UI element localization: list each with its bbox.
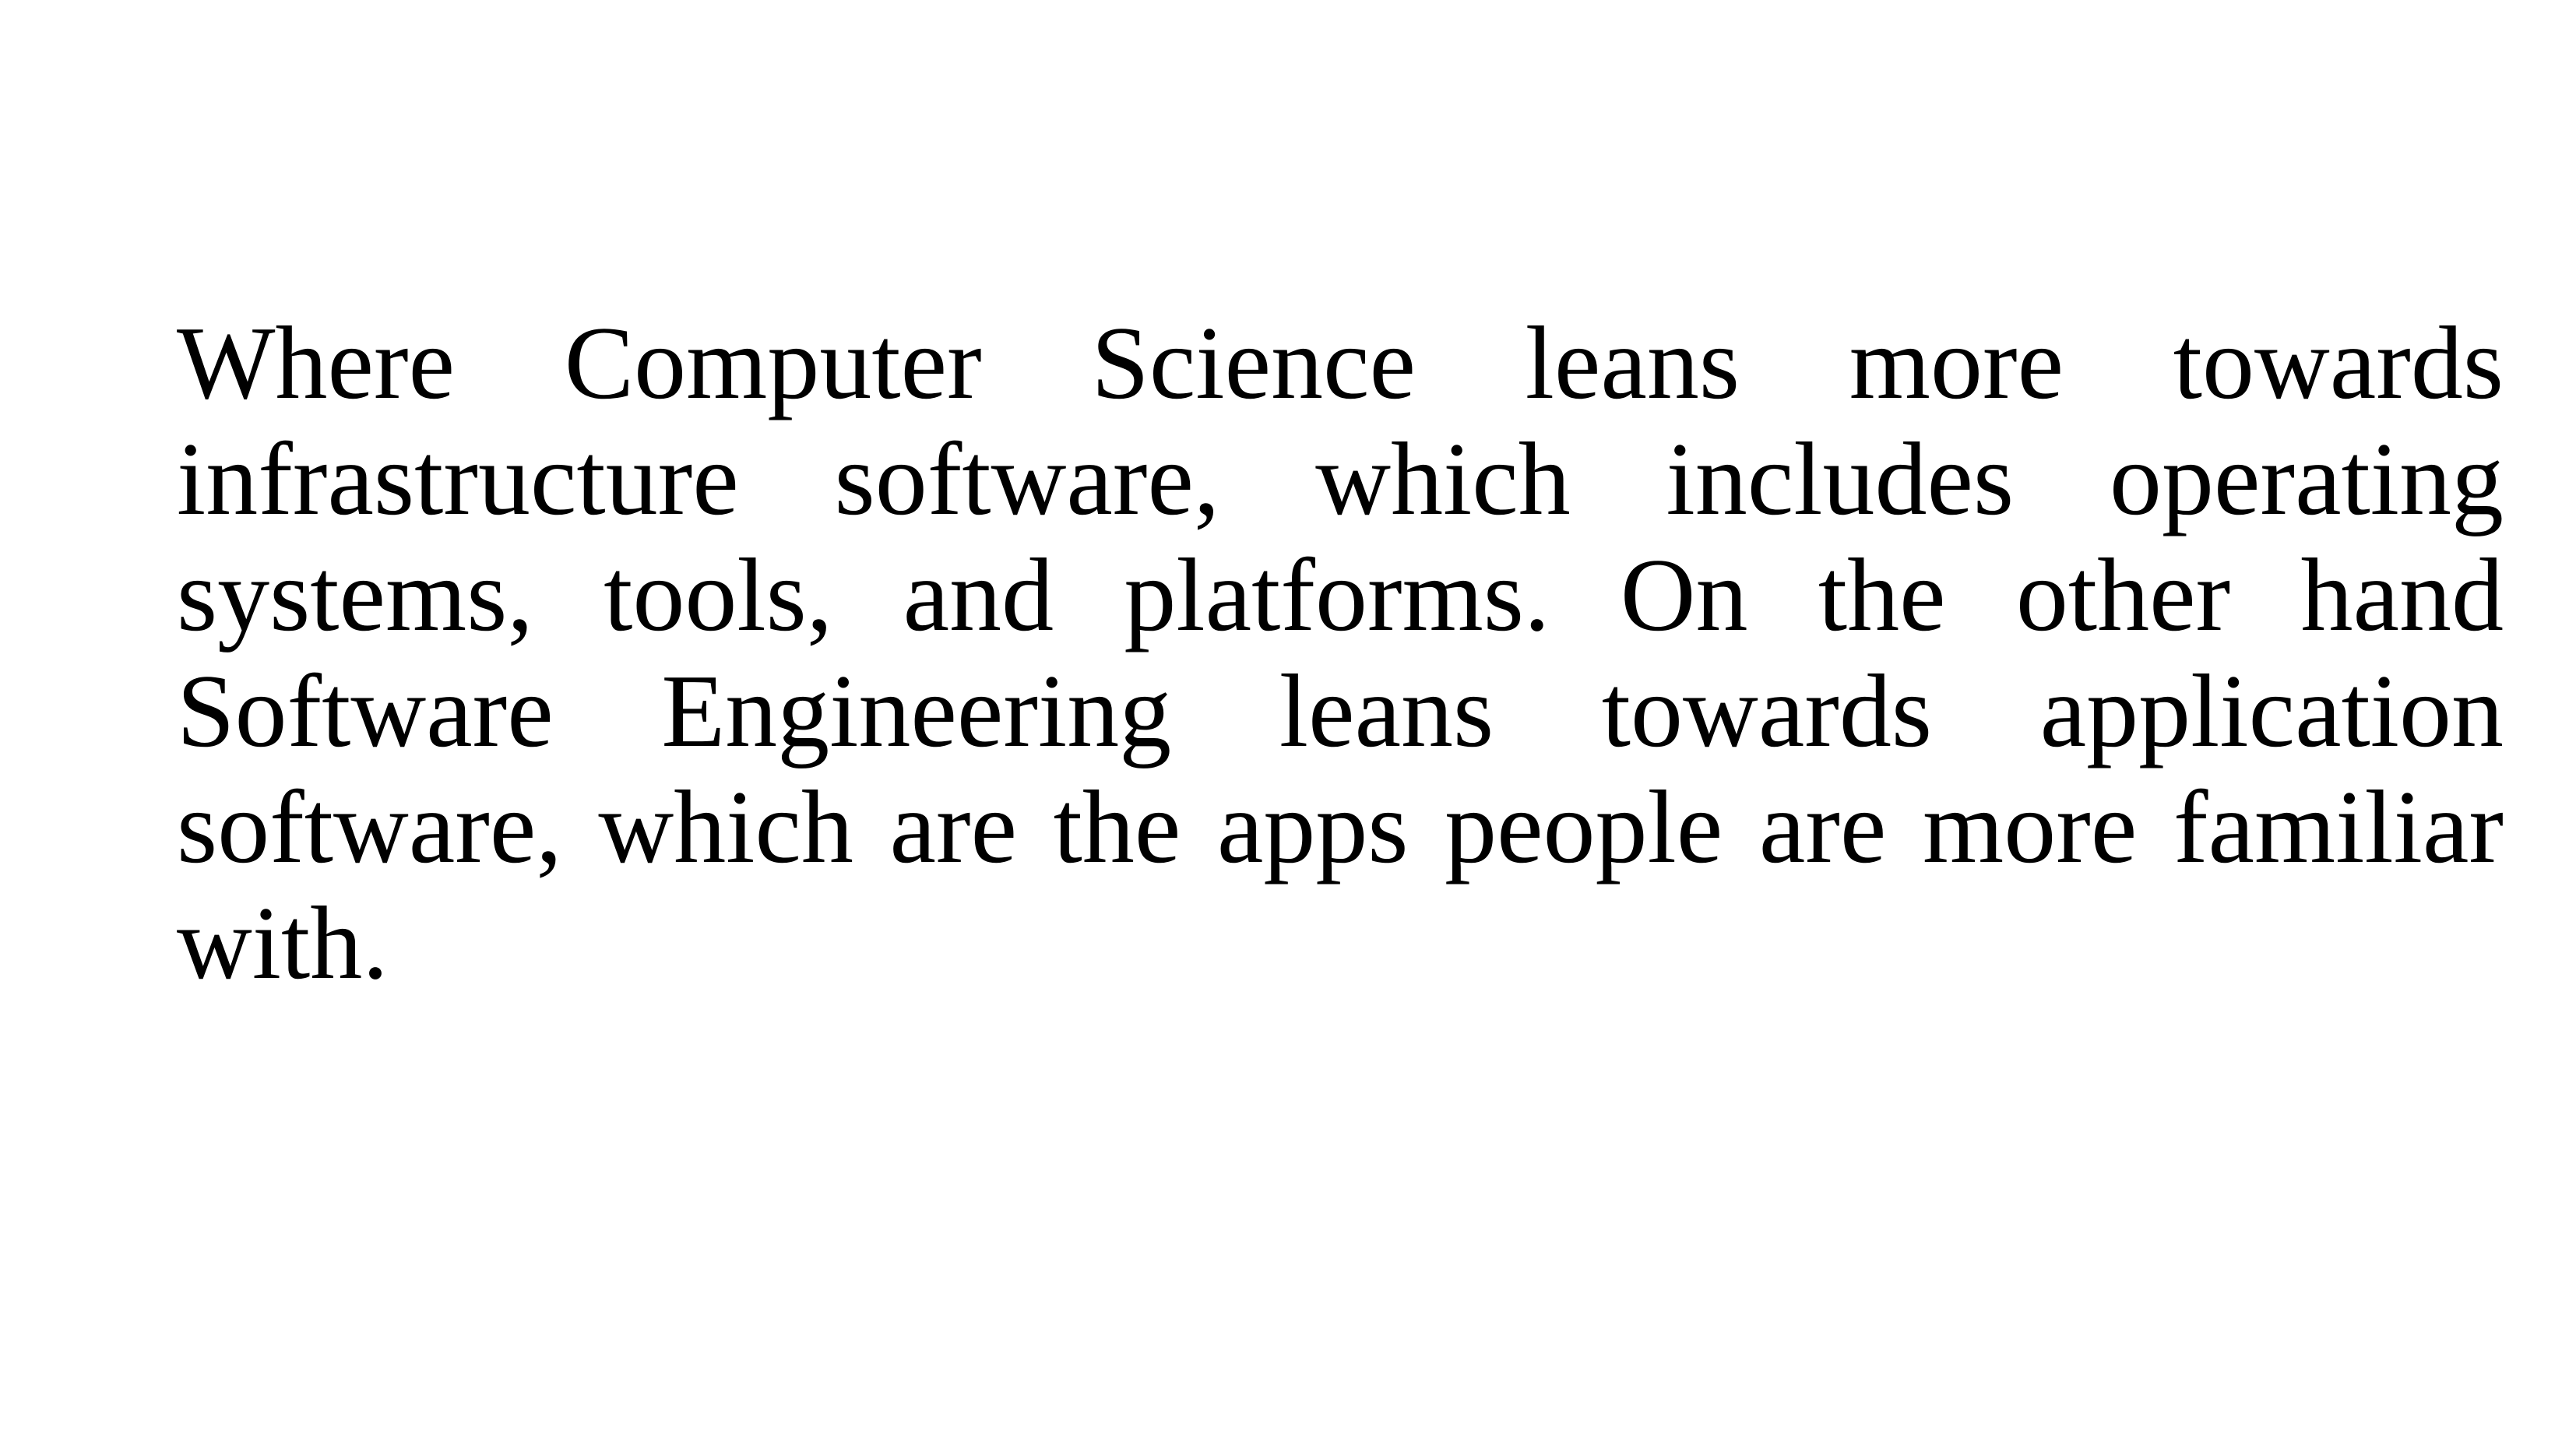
body-paragraph: Where Computer Science leans more toward… bbox=[177, 305, 2504, 1001]
paragraph-line-2: infrastructure software, which includes … bbox=[177, 421, 2504, 536]
paragraph-line-5: software, which are the apps people are … bbox=[177, 769, 2504, 885]
paragraph-line-6: with. bbox=[177, 885, 389, 1001]
paragraph-line-3: systems, tools, and platforms. On the ot… bbox=[177, 537, 2504, 652]
paragraph-line-4: Software Engineering leans towards appli… bbox=[177, 653, 2504, 768]
paragraph-line-1: Where Computer Science leans more toward… bbox=[177, 305, 2504, 420]
